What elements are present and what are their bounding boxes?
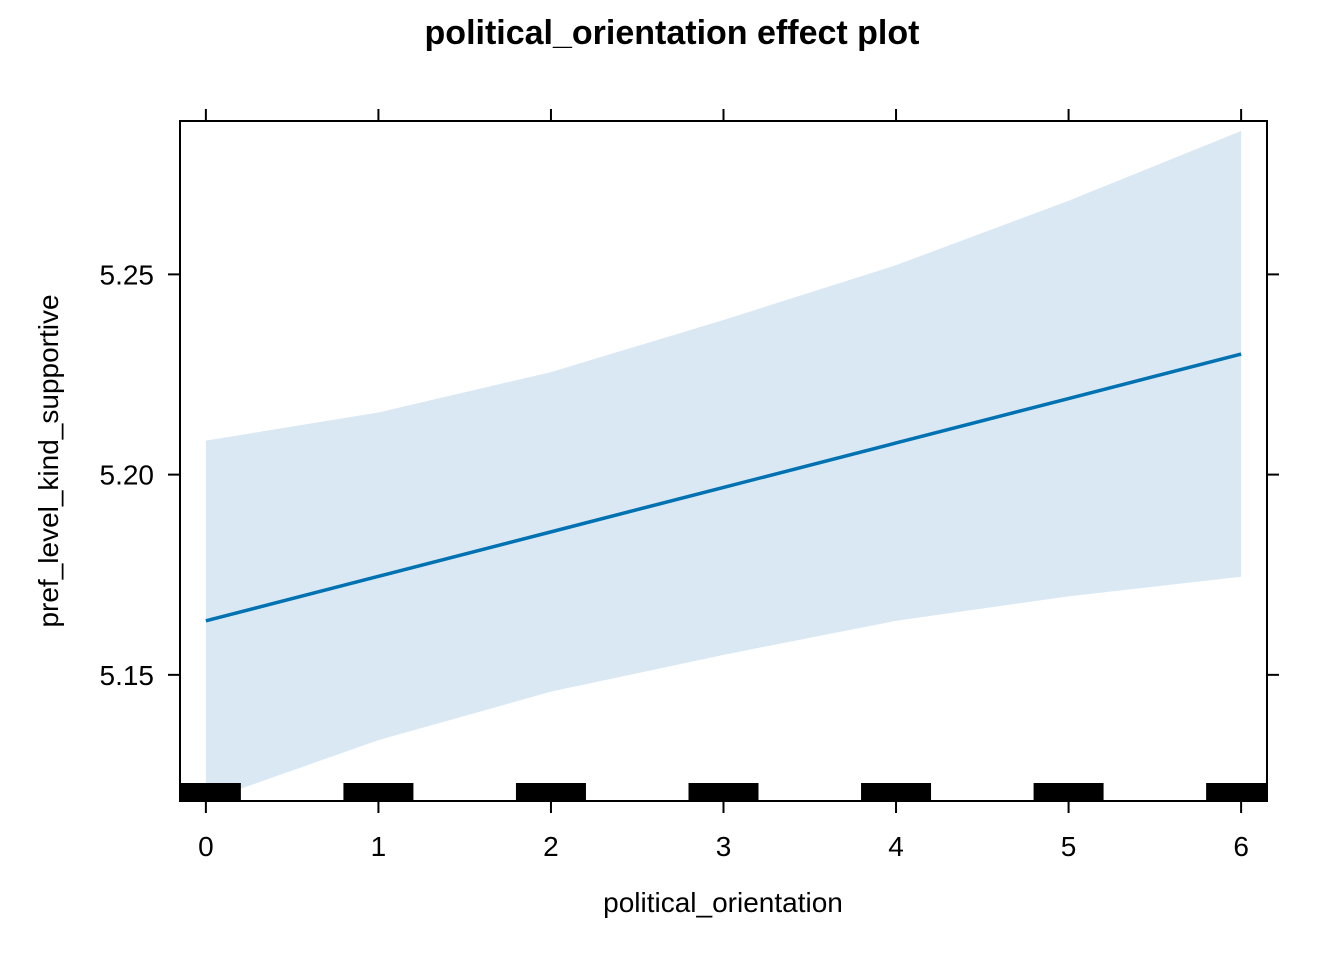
x-tick-label-0: 0 [198,831,214,862]
x-tick-label-6: 6 [1233,831,1249,862]
x-tick-label-4: 4 [888,831,904,862]
confidence-band-layer [205,131,1242,801]
y-tick-label-0: 5.15 [100,660,155,691]
rug-mark-0 [180,783,241,801]
y-axis: 5.15 5.20 5.25 [100,259,1279,691]
x-tick-label-1: 1 [371,831,387,862]
y-axis-label: pref_level_kind_supportive [33,294,64,627]
x-tick-label-2: 2 [543,831,559,862]
x-tick-label-3: 3 [716,831,732,862]
rug-mark-3 [688,783,759,801]
chart-title: political_orientation effect plot [425,14,920,52]
rug-mark-6 [1206,783,1267,801]
x-axis: 0 1 2 3 4 5 6 [198,109,1249,862]
x-axis-label: political_orientation [603,887,843,918]
fit-line [205,352,1242,623]
rug-layer [180,783,1267,801]
confidence-band [205,131,1242,801]
rug-mark-5 [1033,783,1104,801]
rug-mark-4 [861,783,932,801]
rug-mark-1 [343,783,414,801]
fit-line-layer [205,352,1242,623]
y-tick-label-1: 5.20 [100,460,155,491]
x-tick-label-5: 5 [1061,831,1077,862]
y-tick-label-2: 5.25 [100,259,155,290]
rug-mark-2 [515,783,586,801]
